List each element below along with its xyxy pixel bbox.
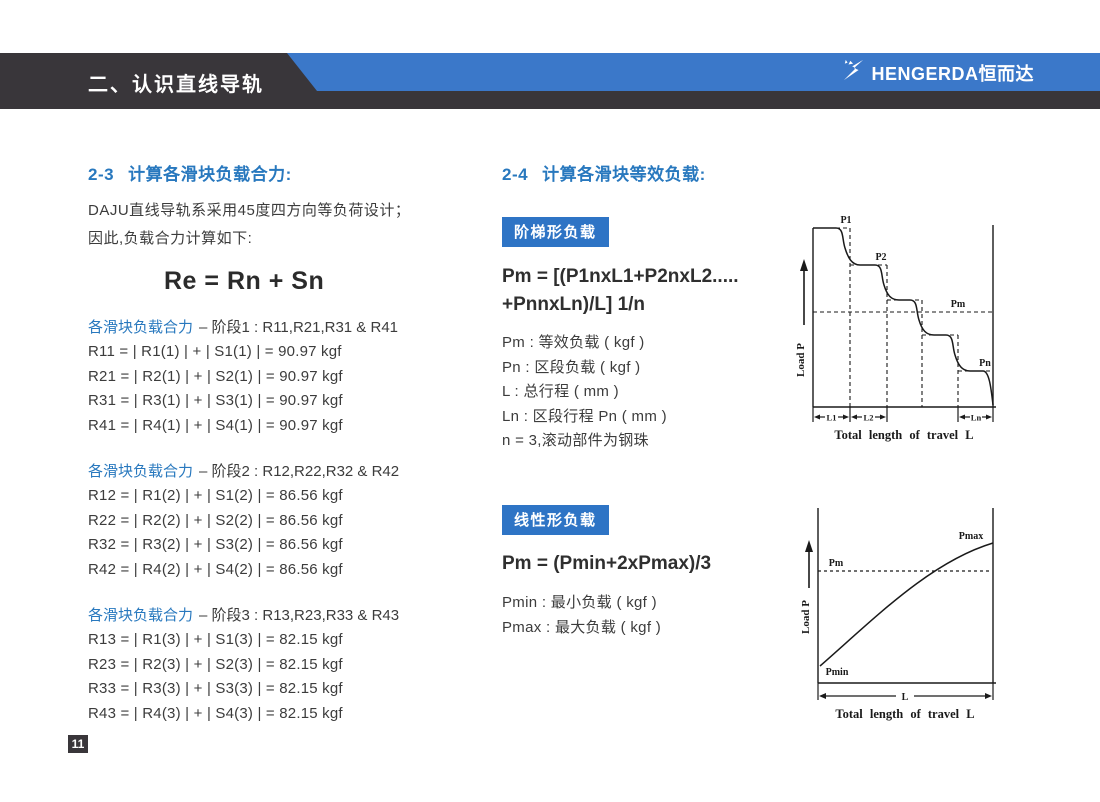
- section-2-4-heading: 2-4 计算各滑块等效负载:: [502, 160, 802, 185]
- equation-line: R42 = | R4(2) | + | S4(2) | = 86.56 kgf: [88, 560, 343, 578]
- section-number: 2-3: [88, 165, 115, 184]
- intro-line: 因此,负载合力计算如下:: [88, 230, 253, 247]
- param-line: Pn : 区段负载 ( kgf ): [502, 358, 641, 376]
- y-axis-arrow: [805, 540, 813, 588]
- intro-paragraph: DAJU直线导轨系采用45度四方向等负荷设计； 因此,负载合力计算如下:: [88, 197, 488, 253]
- linear-load-chart: Pm Pmin Pmax Load P L Total: [790, 500, 1050, 730]
- formula-line: +PnnxLn)/L] 1/n: [502, 293, 646, 315]
- equation-line: R21 = | R2(1) | + | S2(1) | = 90.97 kgf: [88, 367, 343, 385]
- block-heading: 各滑块负载合力 – 阶段3 : R13,R23,R33 & R43: [88, 604, 488, 628]
- x-axis-label: Total length of travel L: [835, 707, 974, 721]
- chart-label-pm: Pm: [829, 558, 844, 569]
- block-stage: – 阶段2 : R12,R22,R32 & R42: [199, 463, 400, 481]
- linear-load-formula: Pm = (Pmin+2xPmax)/3: [502, 553, 712, 574]
- header-blue-ribbon: [287, 53, 1100, 91]
- y-axis-label: Load P: [795, 343, 807, 377]
- block-label: 各滑块负载合力: [88, 319, 194, 336]
- page-number-badge: 11: [68, 735, 88, 753]
- equation-line: R22 = | R2(2) | + | S2(2) | = 86.56 kgf: [88, 511, 343, 529]
- linear-load-badge: 线性形负载: [502, 505, 609, 535]
- header-bar: 二、认识直线导轨 HENGERDA恒而达: [0, 53, 1100, 109]
- section-2-4: 2-4 计算各滑块等效负载: 阶梯形负载 Pm = [(P1nxL1+P2nxL2…: [502, 160, 802, 454]
- section-2-3: 2-3 计算各滑块负载合力: DAJU直线导轨系采用45度四方向等负荷设计； 因此…: [88, 160, 488, 748]
- load-block-stage2: 各滑块负载合力 – 阶段2 : R12,R22,R32 & R42 R12 = |…: [88, 460, 488, 582]
- step-load-curve: [813, 227, 994, 406]
- intro-line: DAJU直线导轨系采用45度四方向等负荷设计；: [88, 202, 411, 219]
- section-number: 2-4: [502, 165, 529, 184]
- block-label: 各滑块负载合力: [88, 463, 194, 481]
- equation-line: R33 = | R3(3) | + | S3(3) | = 82.15 kgf: [88, 680, 343, 698]
- chart-label-pmin: Pmin: [826, 667, 849, 678]
- param-line: Ln : 区段行程 Pn ( mm ): [502, 407, 667, 425]
- page-title: 二、认识直线导轨: [88, 74, 264, 96]
- chart-label-p1: P1: [840, 215, 851, 226]
- step-load-formula: Pm = [(P1nxL1+P2nxL2..... +PnnxLn)/L] 1/…: [502, 263, 802, 318]
- block-heading: 各滑块负载合力 – 阶段1 : R11,R21,R31 & R41: [88, 316, 488, 340]
- block-heading: 各滑块负载合力 – 阶段2 : R12,R22,R32 & R42: [88, 460, 488, 484]
- equation-line: R31 = | R3(1) | + | S3(1) | = 90.97 kgf: [88, 392, 343, 410]
- block-stage: – 阶段1 : R11,R21,R31 & R41: [199, 319, 399, 336]
- step-load-chart: P1 P2 Pm Pn Load P: [780, 205, 1050, 455]
- param-line: n = 3,滚动部件为钢珠: [502, 432, 649, 450]
- load-block-stage1: 各滑块负载合力 – 阶段1 : R11,R21,R31 & R41 R11 = |…: [88, 316, 488, 438]
- brand-name: HENGERDA恒而达: [871, 63, 1034, 84]
- linear-load-curve: [819, 542, 994, 667]
- chart-label-l1: L1: [827, 413, 837, 423]
- span-l2: [851, 414, 886, 420]
- x-axis-label: Total length of travel L: [834, 428, 973, 442]
- param-line: Pmax : 最大负载 ( kgf ): [502, 618, 662, 636]
- chart-label-p2: P2: [875, 252, 886, 263]
- param-line: Pmin : 最小负载 ( kgf ): [502, 594, 657, 611]
- step-dashed-guides: [813, 227, 995, 407]
- resultant-load-formula: Re = Rn + Sn: [164, 267, 325, 295]
- step-param-list: Pm : 等效负载 ( kgf ) Pn : 区段负载 ( kgf ) L : …: [502, 331, 802, 454]
- section-title: 计算各滑块负载合力:: [128, 165, 292, 184]
- equation-line: R11 = | R1(1) | + | S1(1) | = 90.97 kgf: [88, 343, 342, 361]
- linear-param-list: Pmin : 最小负载 ( kgf ) Pmax : 最大负载 ( kgf ): [502, 591, 802, 640]
- chart-label-pn: Pn: [979, 358, 991, 369]
- section-title: 计算各滑块等效负载:: [542, 165, 706, 184]
- bottom-ticks: [817, 683, 994, 700]
- linear-load-group: 线性形负载 Pm = (Pmin+2xPmax)/3 Pmin : 最小负载 (…: [502, 505, 802, 640]
- equation-line: R13 = | R1(3) | + | S1(3) | = 82.15 kgf: [88, 631, 343, 649]
- chart-label-l: L: [902, 692, 909, 703]
- equation-line: R43 = | R4(3) | + | S4(3) | = 82.15 kgf: [88, 704, 343, 722]
- section-2-3-heading: 2-3 计算各滑块负载合力:: [88, 160, 488, 185]
- span-l: [819, 693, 992, 699]
- equation-line: R41 = | R4(1) | + | S4(1) | = 90.97 kgf: [88, 416, 343, 434]
- load-block-stage3: 各滑块负载合力 – 阶段3 : R13,R23,R33 & R43 R13 = |…: [88, 604, 488, 726]
- formula-line: Pm = [(P1nxL1+P2nxL2.....: [502, 266, 739, 287]
- span-ln: [959, 414, 992, 420]
- bottom-ticks: [812, 407, 994, 422]
- step-load-badge: 阶梯形负载: [502, 217, 609, 247]
- brand-logo: HENGERDA恒而达: [842, 59, 1034, 86]
- block-label: 各滑块负载合力: [88, 607, 194, 625]
- block-stage: – 阶段3 : R13,R23,R33 & R43: [199, 607, 400, 625]
- brand-logo-icon: [842, 59, 866, 86]
- chart-label-ln: Ln: [971, 413, 982, 423]
- chart-label-pmax: Pmax: [959, 531, 983, 542]
- param-line: L : 总行程 ( mm ): [502, 383, 619, 401]
- y-axis-arrow: [800, 259, 808, 325]
- equation-line: R23 = | R2(3) | + | S2(3) | = 82.15 kgf: [88, 655, 343, 673]
- span-l1: [814, 414, 849, 420]
- y-axis-label: Load P: [800, 600, 812, 634]
- equation-line: R12 = | R1(2) | + | S1(2) | = 86.56 kgf: [88, 487, 343, 505]
- chart-label-pm: Pm: [951, 299, 966, 310]
- param-line: Pm : 等效负载 ( kgf ): [502, 334, 645, 352]
- chart-label-l2: L2: [864, 413, 874, 423]
- equation-line: R32 = | R3(2) | + | S3(2) | = 86.56 kgf: [88, 536, 343, 554]
